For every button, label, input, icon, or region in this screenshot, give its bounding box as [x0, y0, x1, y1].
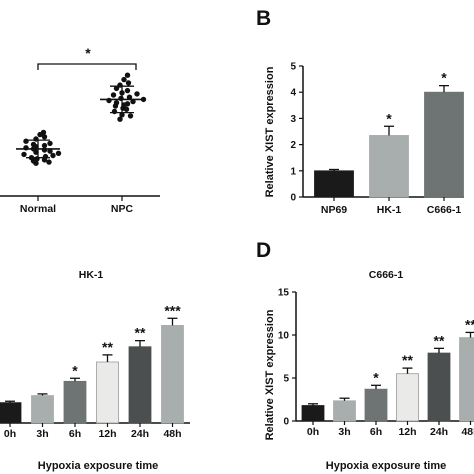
- panel-d-bar: [364, 388, 388, 422]
- panel-d-title: C666-1: [369, 269, 404, 281]
- panel-b-y-tick-label: 1: [290, 166, 296, 177]
- panel-a-data-point: [130, 98, 136, 105]
- panel-a-data-point: [126, 94, 133, 100]
- panel-b-y-tick-label: 4: [290, 88, 296, 99]
- panel-a-data-point: [119, 112, 125, 118]
- panel-d-category-label: 0h: [307, 426, 319, 438]
- panel-d-category-label: 6h: [370, 426, 382, 438]
- panel-d-y-tick-label: 10: [278, 331, 290, 342]
- panel-a-data-point: [41, 134, 48, 140]
- panel-a-data-point: [41, 142, 48, 149]
- panel-c-significance-label: ***: [164, 302, 181, 318]
- panel-b-y-tick-label: 5: [290, 62, 296, 73]
- panel-d-bar: [333, 400, 356, 422]
- panel-a-data-point: [23, 138, 29, 144]
- panel-b-bar: [369, 135, 409, 198]
- panel-a-scatter: Normal NPC *: [0, 45, 160, 215]
- panel-d-significance-label: **: [402, 352, 413, 368]
- panel-c-category-label: 3h: [36, 428, 48, 440]
- panel-a-significance-label: *: [85, 45, 91, 61]
- panel-a-data-point: [30, 141, 37, 148]
- panel-a-data-point: [127, 113, 134, 119]
- panel-b-category-label: C666-1: [427, 204, 462, 216]
- panel-b-category-label: NP69: [321, 204, 347, 216]
- panel-b-y-tick-label: 0: [290, 193, 296, 204]
- panel-d-bar: [459, 337, 474, 422]
- panel-a-data-point: [124, 72, 131, 78]
- panel-a-data-point: [47, 140, 53, 147]
- panel-a-data-point: [110, 92, 117, 98]
- panel-c-bar: [96, 361, 119, 424]
- panel-c-category-label: 6h: [69, 428, 81, 440]
- panel-a-category-normal: Normal: [20, 203, 56, 215]
- panel-b-significance-label: *: [386, 110, 392, 126]
- panel-a-data-point: [50, 152, 56, 159]
- panel-d-label: D: [256, 239, 271, 262]
- panel-a-data-point: [117, 116, 123, 122]
- panel-a-data-point: [46, 159, 52, 165]
- panel-a-data-point: [111, 108, 118, 115]
- panel-a-data-point: [47, 148, 53, 154]
- panel-c-significance-label: **: [135, 325, 146, 341]
- panel-a-data-point: [42, 153, 49, 160]
- panel-a-data-point: [21, 151, 27, 158]
- panel-b-bar-chart: B Relative XIST expression 0 1 2 3 4 5 NP69 HK-…: [256, 7, 464, 216]
- panel-c-significance-label: *: [72, 362, 78, 378]
- panel-d-category-label: 3h: [338, 426, 350, 438]
- panel-d-y-tick-label: 5: [283, 374, 289, 385]
- panel-a-data-point: [121, 76, 127, 83]
- panel-b-bar: [314, 170, 354, 198]
- panel-b-category-label: HK-1: [377, 204, 402, 216]
- panel-c-significance-label: **: [102, 339, 113, 355]
- panel-d-y-tick-label: 0: [283, 417, 289, 428]
- panel-c-category-label: 48h: [163, 428, 181, 440]
- panel-d-bar-chart: D C666-1 Relative XIST expression Hypoxi…: [256, 239, 474, 472]
- panel-c-category-label: 0h: [4, 428, 16, 440]
- panel-a-data-point: [134, 91, 140, 97]
- panel-c-bar-chart: HK-1 Hypoxia exposure time 0h 3h 6h * 12h ** 2…: [0, 269, 190, 472]
- panel-a-data-point: [113, 100, 120, 106]
- panel-d-y-tick-label: 15: [278, 288, 290, 299]
- panel-c-bar: [128, 346, 152, 424]
- panel-a-data-point: [124, 101, 131, 107]
- panel-c-bar: [63, 380, 87, 424]
- panel-c-title: HK-1: [79, 269, 104, 281]
- panel-d-category-label: 48h: [461, 426, 474, 438]
- panel-d-y-axis-title: Relative XIST expression: [264, 309, 276, 440]
- panel-c-category-label: 24h: [131, 428, 149, 440]
- panel-a-significance-bracket: [37, 63, 137, 70]
- panel-d-significance-label: *: [373, 369, 379, 385]
- panel-d-x-axis-title: Hypoxia exposure time: [326, 460, 446, 472]
- panel-b-y-tick-label: 2: [290, 140, 296, 151]
- panel-c-bar: [31, 395, 54, 424]
- panel-d-bar: [427, 352, 451, 422]
- panel-b-y-axis-title: Relative XIST expression: [264, 66, 276, 197]
- panel-b-label: B: [256, 7, 271, 30]
- panel-b-bar: [424, 91, 464, 198]
- panel-a-data-point: [40, 129, 47, 136]
- panel-a-data-point: [34, 156, 40, 162]
- panel-a-category-npc: NPC: [111, 203, 134, 215]
- panel-c-x-axis-title: Hypoxia exposure time: [38, 460, 158, 472]
- panel-d-significance-label: **: [465, 316, 474, 332]
- panel-c-category-label: 12h: [98, 428, 116, 440]
- panel-a-data-point: [55, 150, 62, 156]
- panel-d-bar: [301, 405, 325, 422]
- panel-d-category-label: 12h: [398, 426, 416, 438]
- panel-d-significance-label: **: [434, 332, 445, 348]
- panel-b-significance-label: *: [441, 70, 447, 86]
- panel-a-data-point: [124, 87, 131, 94]
- panel-a-data-point: [123, 106, 130, 113]
- panel-d-bar: [396, 373, 419, 422]
- panel-c-bar: [161, 324, 184, 424]
- panel-b-y-tick-label: 3: [290, 114, 296, 125]
- panel-a-data-point: [113, 85, 120, 92]
- panel-d-category-label: 24h: [430, 426, 448, 438]
- panel-a-data-point: [125, 80, 132, 86]
- panel-c-bar: [0, 402, 22, 424]
